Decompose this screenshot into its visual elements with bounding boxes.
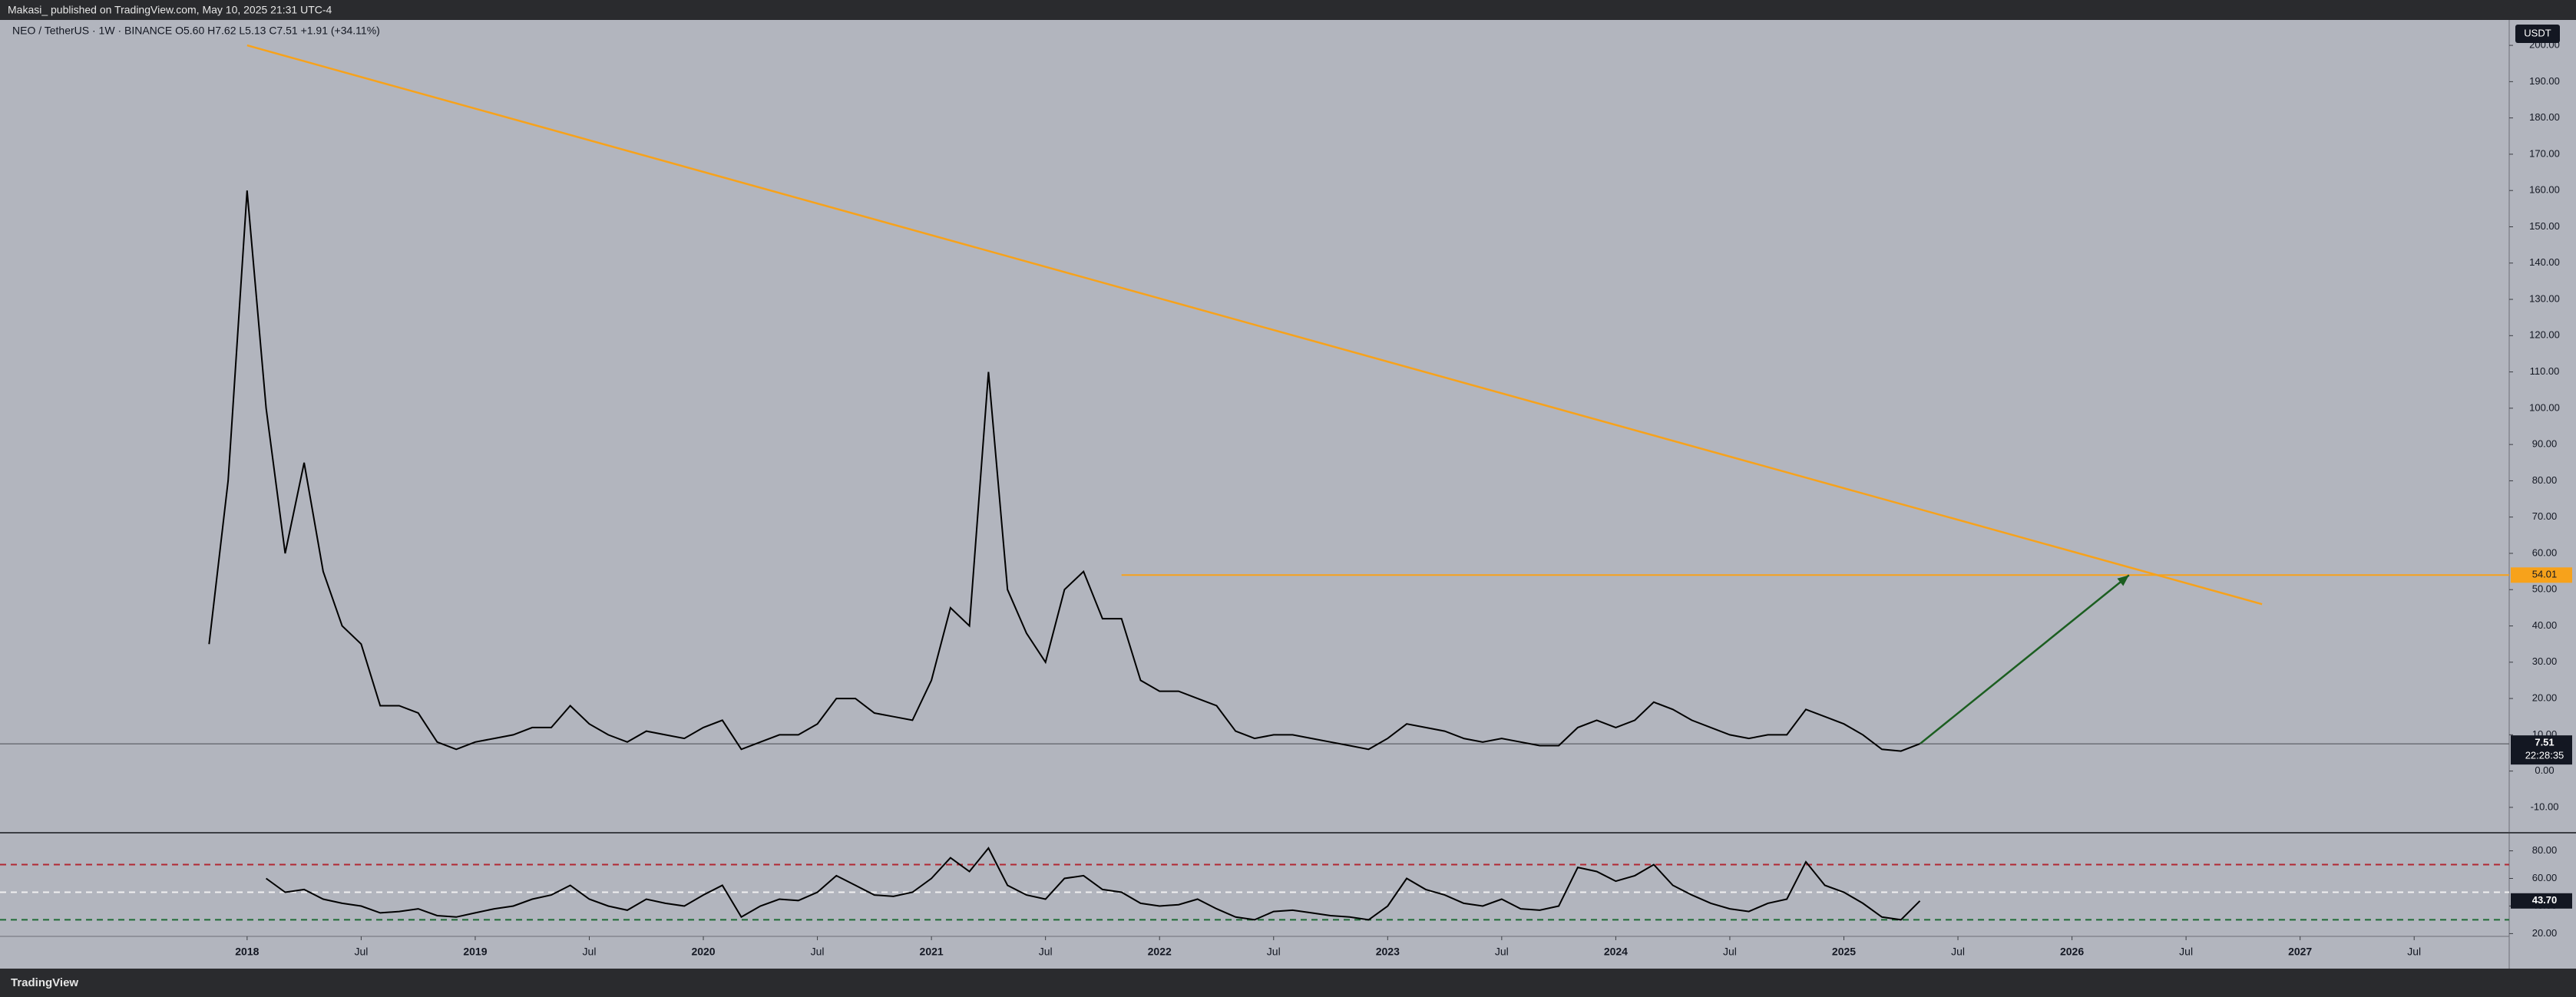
y-tick-label: 30.00 (2532, 655, 2558, 667)
x-tick-label: Jul (583, 946, 597, 958)
x-tick-label: Jul (1723, 946, 1737, 958)
y-tick-label: 70.00 (2532, 510, 2558, 522)
horizontal-line-label: 54.01 (2532, 569, 2558, 580)
y-tick-label: 20.00 (2532, 692, 2558, 704)
x-tick-label: Jul (354, 946, 368, 958)
y-tick-label: 40.00 (2532, 619, 2558, 631)
y-tick-label: 90.00 (2532, 438, 2558, 450)
y-tick-label: 110.00 (2530, 365, 2560, 377)
x-tick-label: 2022 (1148, 946, 1172, 958)
currency-button[interactable] (2515, 25, 2560, 43)
x-tick-label: 2025 (1832, 946, 1856, 958)
x-tick-label: 2021 (920, 946, 944, 958)
x-tick-label: Jul (811, 946, 825, 958)
x-tick-label: 2027 (2288, 946, 2312, 958)
y-tick-label: 60.00 (2532, 872, 2558, 883)
x-tick-label: Jul (1951, 946, 1965, 958)
horizontal-line-label-bg (2511, 567, 2572, 583)
countdown: 22:28:35 (2525, 750, 2564, 761)
y-tick-label: 0.00 (2535, 764, 2554, 776)
x-tick-label: 2018 (235, 946, 259, 958)
y-tick-label: 180.00 (2529, 111, 2560, 123)
x-tick-label: Jul (2179, 946, 2193, 958)
last-price-label-bg (2511, 735, 2572, 765)
x-tick-label: 2019 (463, 946, 487, 958)
y-tick-label: 190.00 (2529, 75, 2560, 87)
trendline (246, 44, 2263, 606)
y-tick-label: 160.00 (2529, 184, 2560, 196)
last-price-label: 7.51 (2535, 737, 2554, 748)
y-tick-label: 120.00 (2529, 329, 2560, 341)
y-tick-label: 20.00 (2532, 927, 2558, 939)
publisher: Makasi_ published on TradingView.com, Ma… (8, 4, 332, 16)
y-tick-label: 60.00 (2532, 546, 2558, 558)
symbol-legend: NEO / TetherUS · 1W · BINANCE O5.60 H7.6… (12, 25, 380, 37)
y-tick-label: 80.00 (2532, 844, 2558, 856)
x-tick-label: Jul (1039, 946, 1053, 958)
arrow-line (1919, 574, 2130, 745)
y-tick-label: 170.00 (2529, 147, 2560, 159)
x-tick-label: Jul (1495, 946, 1509, 958)
chart-background (0, 20, 2576, 969)
y-tick-label: 80.00 (2532, 474, 2558, 486)
y-tick-label: 140.00 (2529, 256, 2560, 268)
y-tick-label: 200.00 (2529, 39, 2560, 51)
y-tick-label: 50.00 (2532, 583, 2558, 595)
x-tick-label: Jul (2407, 946, 2421, 958)
x-tick-label: 2023 (1376, 946, 1400, 958)
y-tick-label: -10.00 (2531, 801, 2559, 812)
x-tick-label: 2020 (691, 946, 715, 958)
y-tick-label: 150.00 (2529, 220, 2560, 232)
series-line (208, 190, 1920, 752)
current-label-bg (2511, 893, 2572, 909)
footer-brand: TradingView (11, 976, 78, 989)
y-tick-label: 100.00 (2529, 401, 2560, 413)
bottom-bar (0, 969, 2576, 997)
current-label: 43.70 (2532, 894, 2558, 906)
top-bar (0, 0, 2576, 20)
x-tick-label: 2026 (2060, 946, 2084, 958)
x-tick-label: 2024 (1604, 946, 1628, 958)
y-tick-label: 130.00 (2529, 292, 2560, 304)
series-line (266, 847, 1921, 921)
currency-button-label[interactable]: USDT (2524, 27, 2551, 38)
arrow-head (2117, 575, 2129, 586)
x-tick-label: Jul (1267, 946, 1281, 958)
